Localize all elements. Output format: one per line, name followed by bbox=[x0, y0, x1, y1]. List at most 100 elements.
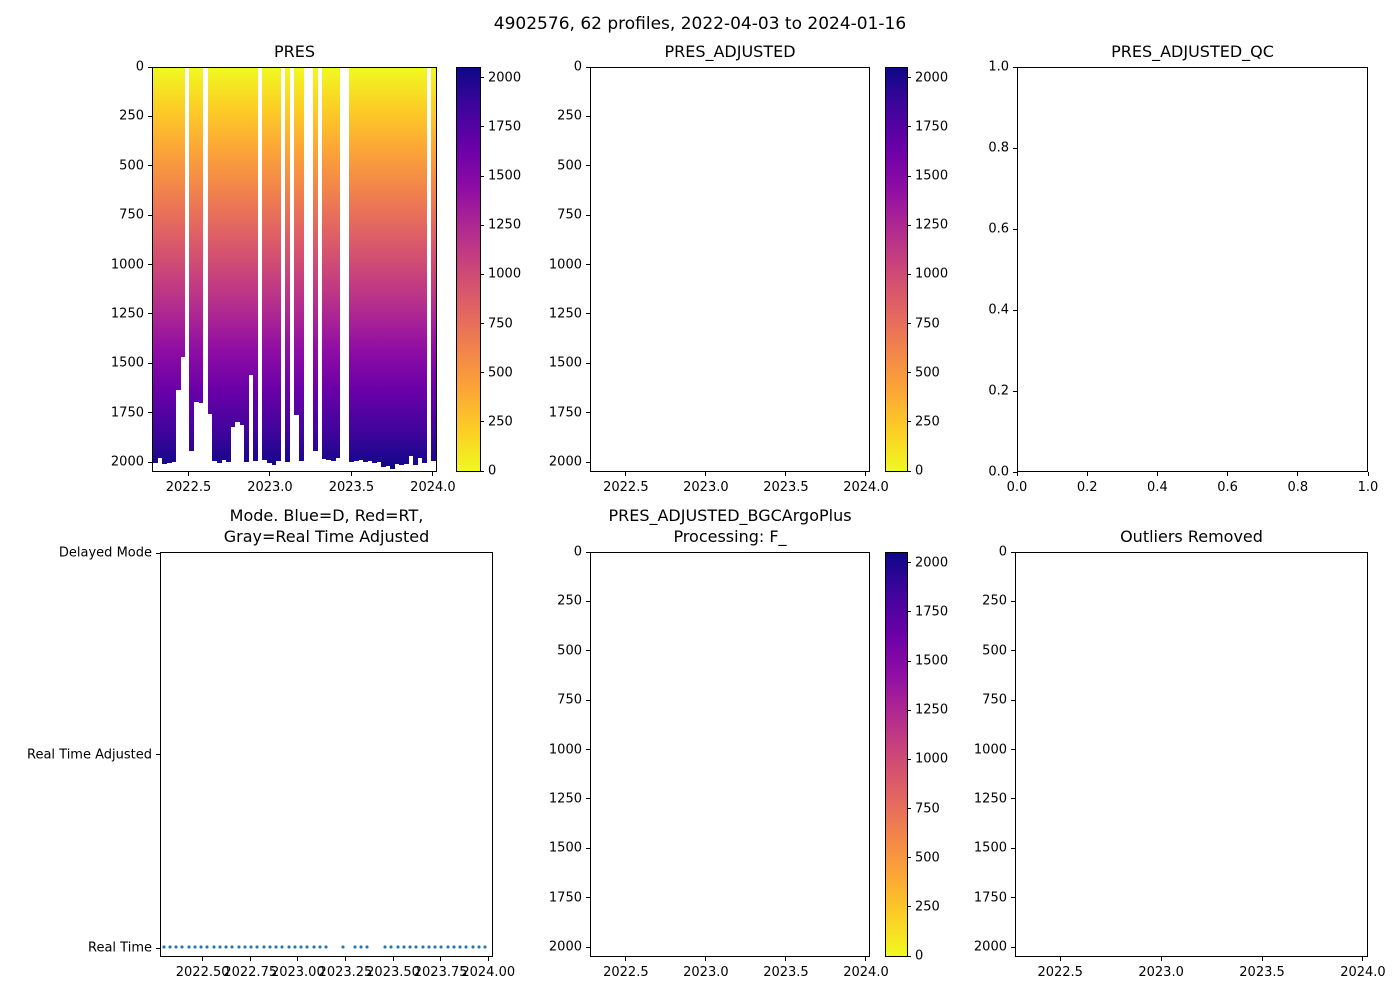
colorbar-tick-label: 1000 bbox=[915, 751, 949, 767]
mode-dot bbox=[458, 945, 462, 949]
x-tick-label: 2023.50 bbox=[366, 965, 420, 980]
colorbar-tick-mark bbox=[907, 611, 911, 613]
heatmap-column bbox=[180, 68, 186, 357]
mode-dot bbox=[402, 945, 406, 949]
colorbar-tick-mark bbox=[907, 175, 911, 177]
mode-dot bbox=[287, 945, 291, 949]
y-tick-label: 0.8 bbox=[988, 140, 1009, 156]
colorbar-tick-mark bbox=[907, 273, 911, 275]
heatmap-column bbox=[413, 68, 418, 466]
mode-dot bbox=[433, 945, 437, 949]
mode-dot bbox=[359, 945, 363, 949]
y-tick-mark bbox=[586, 461, 590, 463]
panel-bgc: PRES_ADJUSTED_BGCArgoPlus Processing: F_ … bbox=[549, 506, 889, 980]
x-tick-label: 2022.75 bbox=[223, 965, 278, 980]
colorbar-tick-mark bbox=[907, 77, 911, 79]
colorbar-tick-label: 1000 bbox=[915, 266, 949, 282]
x-tick-mark bbox=[440, 957, 442, 961]
y-tick-mark bbox=[586, 66, 590, 68]
y-tick-mark bbox=[1013, 66, 1017, 68]
x-tick-mark bbox=[865, 472, 867, 476]
mode-dot bbox=[174, 945, 178, 949]
mode-dot bbox=[268, 945, 272, 949]
x-tick-mark bbox=[432, 472, 434, 476]
y-tick-label: 1750 bbox=[548, 890, 582, 906]
y-tick-label: 2000 bbox=[973, 939, 1007, 955]
heatmap-column bbox=[312, 68, 318, 452]
panel-outliers-title: Outliers Removed bbox=[944, 526, 1400, 547]
heatmap-column bbox=[390, 68, 396, 470]
panel-mode: Mode. Blue=D, Red=RT, Gray=Real Time Adju… bbox=[27, 506, 515, 980]
mode-dot bbox=[312, 945, 316, 949]
heatmap-column bbox=[153, 68, 158, 464]
y-tick-label: 2000 bbox=[548, 454, 582, 470]
x-tick-mark bbox=[350, 472, 352, 476]
colorbar-tick-label: 250 bbox=[915, 899, 940, 915]
heatmap-column bbox=[157, 68, 163, 459]
x-tick-mark bbox=[297, 957, 299, 961]
mode-dot bbox=[293, 945, 297, 949]
y-tick-label: 1500 bbox=[548, 355, 582, 371]
heatmap-column bbox=[298, 68, 304, 462]
mode-dot bbox=[274, 945, 278, 949]
x-tick-mark bbox=[249, 957, 251, 961]
mode-dot bbox=[318, 945, 322, 949]
x-tick-label: 0.2 bbox=[1076, 480, 1098, 495]
heatmap-column bbox=[189, 68, 195, 452]
y-tick-mark bbox=[156, 947, 160, 949]
y-tick-mark bbox=[1013, 390, 1017, 392]
pres-heatmap bbox=[153, 68, 436, 471]
colorbar-tick-mark bbox=[480, 77, 484, 79]
y-tick-label: 750 bbox=[557, 692, 582, 708]
x-tick-label: 0.6 bbox=[1217, 480, 1238, 495]
x-tick-mark bbox=[1156, 472, 1158, 476]
x-tick-mark bbox=[705, 472, 707, 476]
y-tick-label: 0 bbox=[998, 544, 1007, 560]
x-tick-label: 2022.50 bbox=[175, 965, 230, 980]
y-tick-mark bbox=[1013, 147, 1017, 149]
heatmap-column bbox=[417, 68, 423, 459]
colorbar-tick-label: 2000 bbox=[915, 555, 949, 571]
y-tick-label: 0.4 bbox=[988, 302, 1009, 318]
y-tick-mark bbox=[1011, 946, 1015, 948]
y-tick-mark bbox=[586, 214, 590, 216]
colorbar-tick-label: 250 bbox=[488, 414, 513, 430]
heatmap-column bbox=[358, 68, 364, 461]
y-tick-mark bbox=[1011, 551, 1015, 553]
mode-dot bbox=[218, 945, 222, 949]
y-tick-label: 500 bbox=[557, 158, 582, 174]
x-tick-label: 2023.0 bbox=[247, 480, 293, 495]
bgc-colorbar-gradient bbox=[886, 553, 907, 956]
heatmap-column bbox=[362, 68, 368, 463]
y-tick-label: 2000 bbox=[548, 939, 582, 955]
panel-pres-adjusted-qc-title: PRES_ADJUSTED_QC bbox=[947, 41, 1400, 62]
colorbar-tick-label: 1250 bbox=[488, 217, 522, 233]
heatmap-column bbox=[349, 68, 355, 463]
heatmap-column bbox=[207, 68, 213, 414]
mode-dot bbox=[353, 945, 357, 949]
mode-dot bbox=[483, 945, 487, 949]
y-tick-mark bbox=[1011, 699, 1015, 701]
colorbar-tick-mark bbox=[480, 273, 484, 275]
colorbar-tick-mark bbox=[907, 660, 911, 662]
y-tick-label: 1500 bbox=[110, 355, 144, 371]
y-tick-label: 250 bbox=[119, 108, 144, 124]
mode-dot bbox=[365, 945, 369, 949]
colorbar-tick-mark bbox=[907, 709, 911, 711]
colorbar-tick-mark bbox=[480, 175, 484, 177]
heatmap-column bbox=[171, 68, 177, 463]
heatmap-column bbox=[248, 68, 254, 375]
y-tick-label: 500 bbox=[557, 643, 582, 659]
y-tick-label: 0.2 bbox=[988, 383, 1009, 399]
mode-dot bbox=[180, 945, 184, 949]
bgc-colorbar: 2000 1750 1500 1250 1000 750 500 250 0 bbox=[885, 552, 948, 964]
y-tick-label: 750 bbox=[982, 692, 1007, 708]
heatmap-column bbox=[353, 68, 359, 462]
panel-bgc-axes bbox=[590, 552, 870, 957]
x-tick-label: 2023.0 bbox=[683, 480, 729, 495]
x-tick-mark bbox=[1367, 472, 1369, 476]
x-tick-mark bbox=[625, 957, 627, 961]
heatmap-column bbox=[230, 68, 236, 427]
pres-adjusted-colorbar: 2000 1750 1500 1250 1000 750 500 250 0 bbox=[885, 67, 948, 479]
colorbar-tick-label: 250 bbox=[915, 414, 940, 430]
